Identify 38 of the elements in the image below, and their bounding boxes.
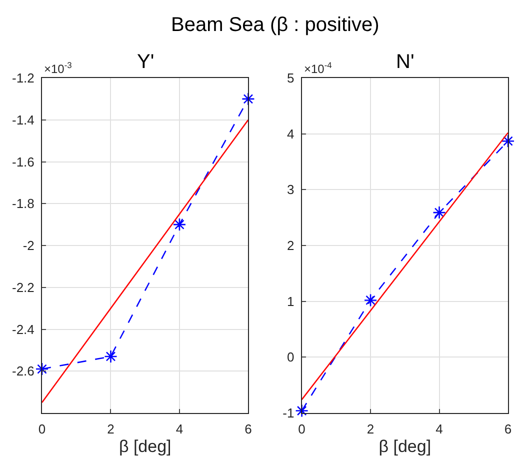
x-tick-label: 2 <box>366 422 374 437</box>
chart-title: Y' <box>137 51 154 73</box>
x-tick-label: 4 <box>176 422 184 437</box>
y-tick-label: -1.2 <box>12 70 34 86</box>
x-tick-label: 0 <box>298 422 306 437</box>
y-tick-label: -2.6 <box>12 364 34 379</box>
chart-title: N' <box>396 51 414 73</box>
y-tick-label: 2 <box>286 238 294 254</box>
y-tick-label: -1 <box>282 406 294 421</box>
y-tick-label: -1.6 <box>12 154 34 170</box>
text: ×10$^{-3}$ <box>44 60 72 76</box>
x-axis-title: β [deg] <box>118 437 172 456</box>
x-tick-label: 6 <box>504 422 512 437</box>
point <box>364 294 378 307</box>
x-tick-label: 6 <box>244 422 252 437</box>
y-tick-label: 1 <box>286 294 294 309</box>
y-tick-label: -2 <box>22 238 34 254</box>
point <box>35 362 49 376</box>
x-tick-label: 4 <box>436 422 443 437</box>
y-tick-label: 3 <box>286 182 294 198</box>
text: Beam Sea (β : positive) <box>171 14 380 36</box>
text: ×10$^{-4}$ <box>304 60 332 76</box>
y-tick-label: -1.8 <box>12 196 34 212</box>
y-tick-label: -2.4 <box>12 322 34 337</box>
point <box>501 134 515 148</box>
point <box>172 218 186 232</box>
x-tick-label: 2 <box>107 422 114 437</box>
point <box>432 206 446 220</box>
y-tick-label: 4 <box>286 126 294 142</box>
point <box>104 350 118 364</box>
y-tick-label: -1.4 <box>12 112 34 128</box>
y-tick-label: -2.2 <box>12 280 34 295</box>
y-tick-label: 0 <box>286 350 294 365</box>
x-axis-title: β [deg] <box>378 437 432 456</box>
x-tick-label: 0 <box>38 422 46 437</box>
point <box>295 404 308 418</box>
y-tick-label: 5 <box>286 70 294 86</box>
point <box>242 92 255 106</box>
